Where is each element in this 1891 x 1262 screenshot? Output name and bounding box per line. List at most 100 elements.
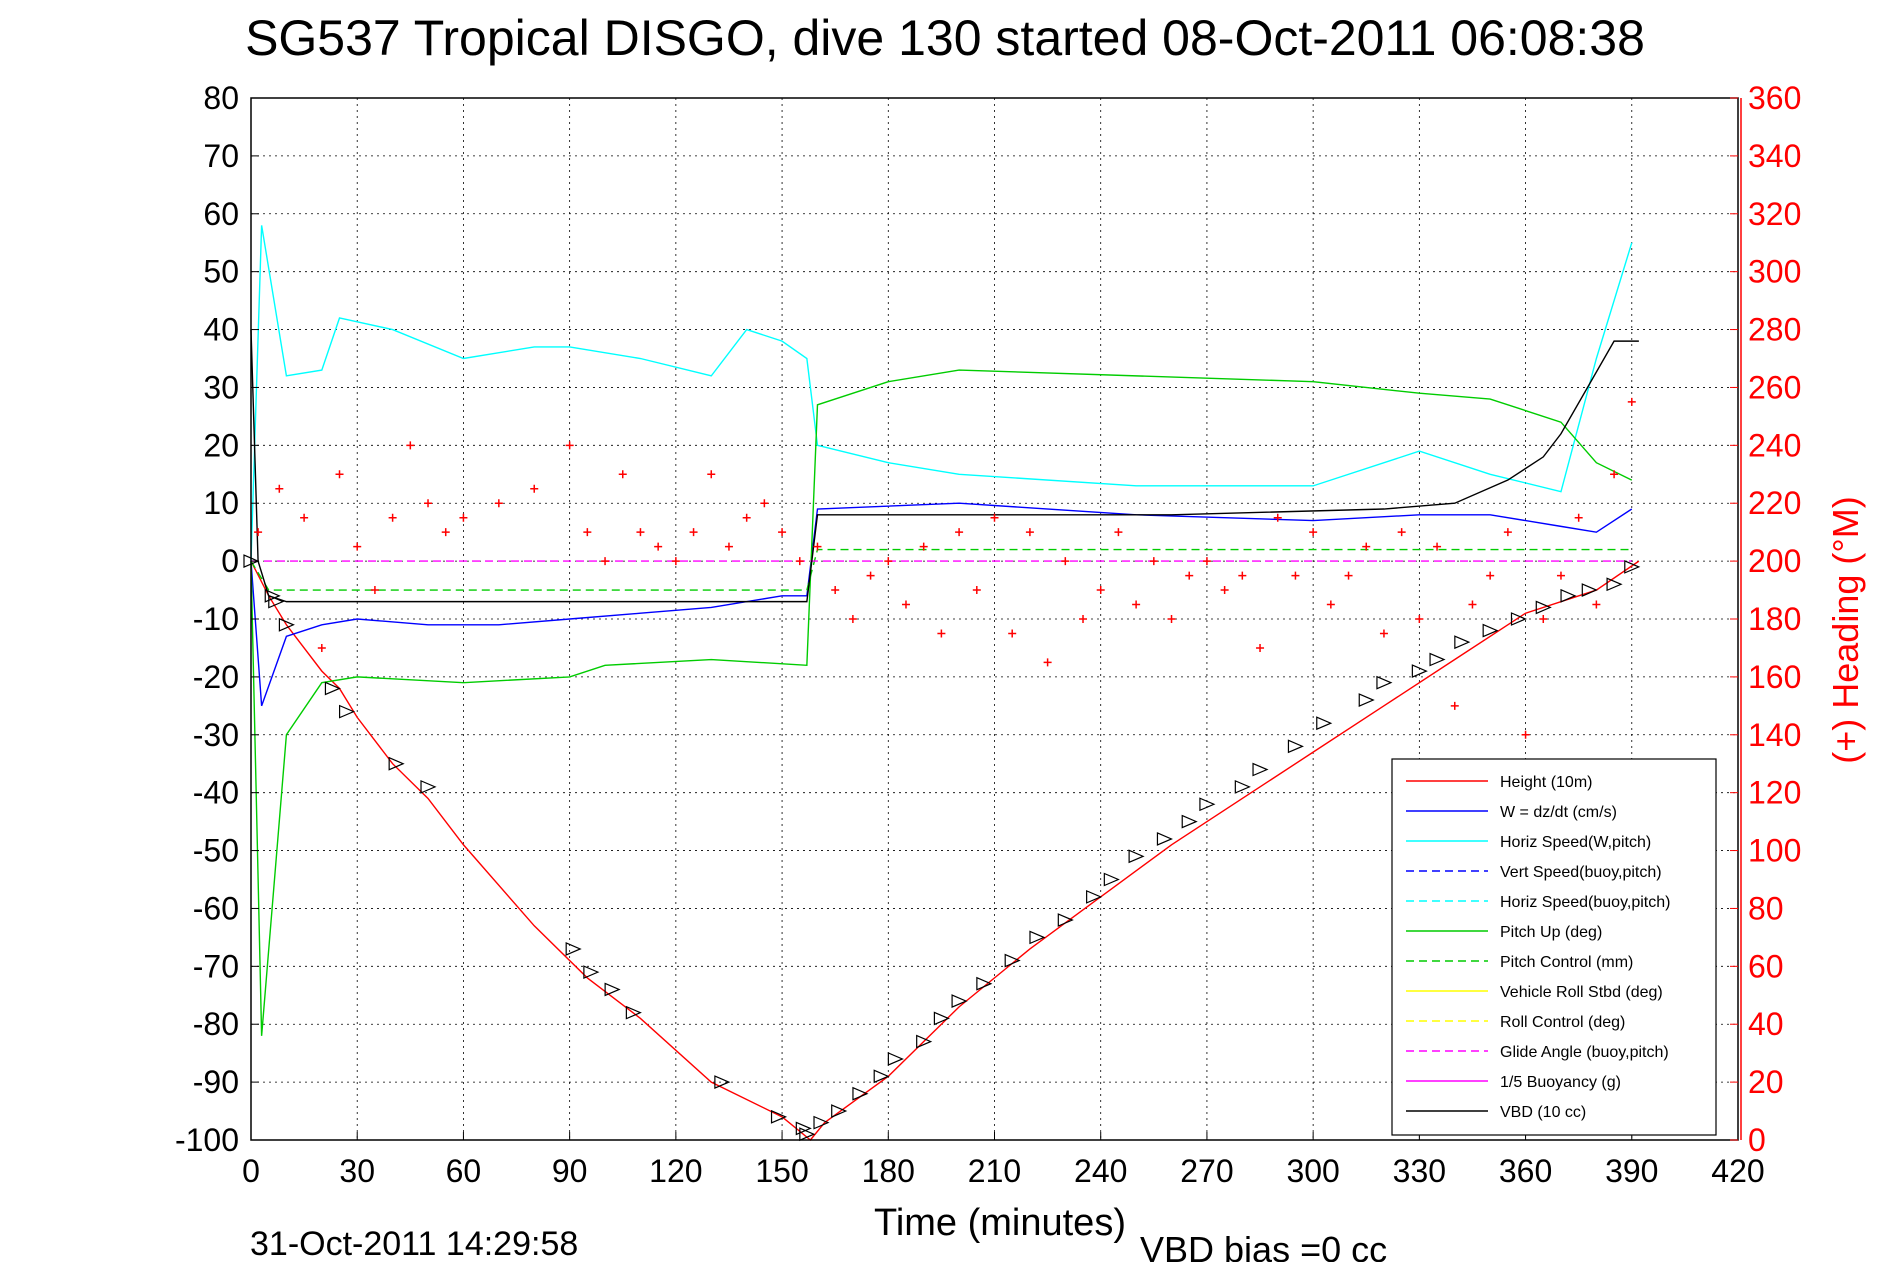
x-tick-label: 60 [446,1153,482,1189]
heading-point [1079,615,1088,623]
y-left-tick-label: 10 [203,485,239,521]
x-tick-label: 30 [339,1153,375,1189]
x-tick-label: 270 [1180,1153,1233,1189]
sample-marker [1004,953,1021,968]
heading-point [1433,542,1442,551]
heading-point [1397,528,1406,537]
y-left-tick-label: 0 [221,543,239,579]
heading-point [1238,571,1247,580]
y-left-tick-label: 60 [203,196,239,232]
heading-point [388,513,397,522]
x-tick-label: 240 [1074,1153,1127,1189]
heading-point [1291,571,1300,580]
x-tick-label: 420 [1711,1153,1764,1189]
y-left-tick-label: -50 [193,833,239,869]
sample-marker [1376,675,1393,690]
legend-label: VBD (10 cc) [1500,1104,1586,1121]
heading-point [406,441,415,450]
x-tick-label: 300 [1286,1153,1339,1189]
heading-point [813,542,822,551]
heading-point [831,586,840,595]
heading-point [1415,615,1424,623]
legend-label: Vehicle Roll Stbd (deg) [1500,984,1663,1001]
heading-point [1521,730,1530,739]
sample-marker [388,756,405,771]
x-tick-label: 150 [755,1153,808,1189]
y-right-tick-label: 180 [1748,601,1801,637]
heading-point [1556,571,1565,580]
heading-point [1132,600,1141,609]
heading-point [972,586,981,595]
sample-marker [1429,652,1446,667]
y-left-tick-label: -80 [193,1006,239,1042]
heading-point [1149,557,1158,566]
x-tick-label: 120 [649,1153,702,1189]
legend-box [1391,758,1717,1136]
heading-point [1574,513,1583,522]
sample-marker [770,1109,788,1124]
sample-marker [831,1104,848,1118]
heading-point [1096,586,1105,595]
heading-point [1185,571,1194,580]
heading-point [1309,528,1318,537]
sample-marker [1624,559,1641,574]
heading-point [724,542,733,551]
heading-point [317,643,326,652]
x-tick-label: 330 [1393,1153,1446,1189]
sample-marker [1482,623,1499,638]
heading-point [254,528,263,537]
heading-point [742,513,751,522]
heading-point [795,557,804,566]
y-right-tick-label: 280 [1748,312,1801,348]
sample-marker [873,1069,890,1084]
legend-label: Vert Speed(buoy,pitch) [1500,864,1662,881]
footer-date: 31-Oct-2011 14:29:58 [250,1225,578,1262]
chart-title: SG537 Tropical DISGO, dive 130 started 0… [245,10,1645,66]
sample-marker [604,982,621,997]
y-right-tick-label: 340 [1748,138,1801,174]
sample-marker [916,1034,933,1049]
heading-point [1202,557,1211,566]
y-left-tick-label: -30 [193,717,239,753]
heading-point [459,513,468,522]
legend-label: Horiz Speed(buoy,pitch) [1500,894,1670,911]
heading-point [1486,571,1495,580]
heading-point [689,528,698,537]
footer-vbd-bias: VBD bias =0 cc [1140,1229,1387,1262]
sample-marker [1029,930,1046,945]
heading-point [1450,701,1459,710]
heading-point [353,542,362,551]
y-left-tick-label: 80 [203,80,239,116]
heading-point [778,528,787,537]
heading-point [654,542,663,551]
heading-point [901,600,910,609]
sample-marker [565,942,582,956]
plot-area [243,97,1739,1142]
y-left-tick-label: 50 [203,254,239,290]
series-layer [243,225,1641,1142]
y-right-tick-label: 160 [1748,659,1801,695]
legend-label: Horiz Speed(W,pitch) [1500,834,1651,851]
sample-marker [1316,716,1333,731]
sample-marker [1156,832,1173,846]
x-axis-label: Time (minutes) [874,1202,1126,1244]
heading-point [1627,397,1636,406]
y-left-tick-label: -60 [193,890,239,926]
heading-point [1220,586,1229,595]
sample-marker [951,994,968,1008]
sample-marker [1581,583,1598,597]
horiz-speed-w-pitch-line [250,225,1633,562]
sample-marker [1199,797,1216,812]
sample-marker [976,976,993,991]
sample-marker [1287,739,1304,754]
y-right-tick-label: 260 [1748,369,1801,405]
heading-point [335,470,344,479]
y-right-tick-label: 220 [1748,485,1801,521]
sample-marker [714,1075,731,1090]
y-right-tick-label: 120 [1748,775,1801,811]
x-tick-label: 360 [1499,1153,1552,1189]
y-left-tick-label: 30 [203,369,239,405]
heading-point [760,499,769,508]
heading-point [937,629,946,638]
